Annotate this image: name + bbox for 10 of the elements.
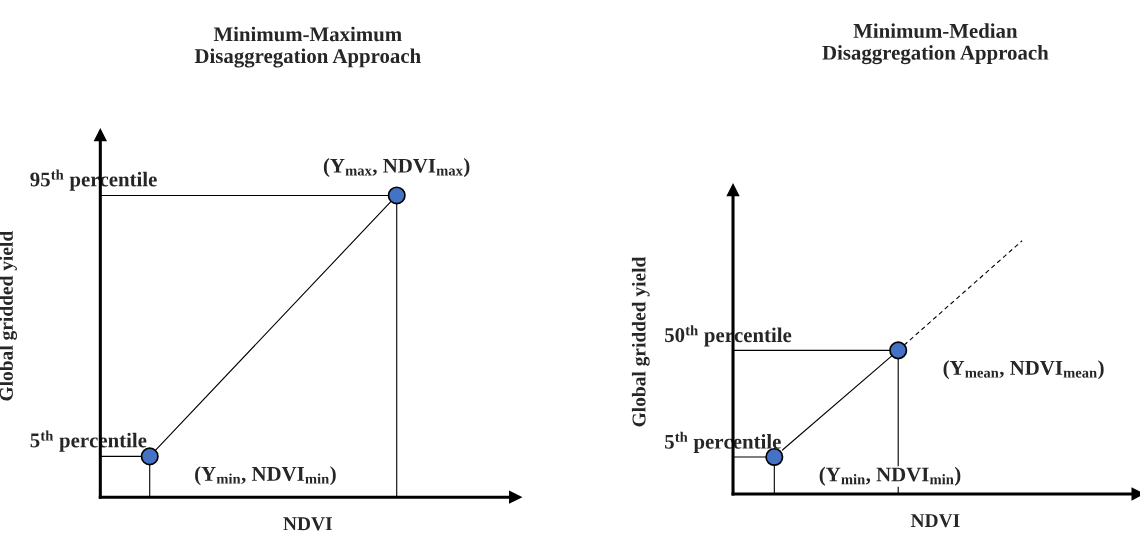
annotation: (Y$_{min}$, NDVI$_{min}$) [819, 466, 961, 486]
y-axis-title: Global gridded yield [0, 230, 17, 401]
annotation: (Y$_{mean}$, NDVI$_{mean}$) [943, 360, 1104, 380]
x-axis-title: NDVI [910, 514, 960, 528]
annotation: (Y$_{min}$, NDVI$_{min}$) [195, 466, 336, 486]
chart-title: Minimum-Maximum Disaggregation Approach [194, 26, 421, 68]
chart-title: Minimum-Median Disaggregation Approach [822, 23, 1049, 65]
x-axis-title: NDVI [283, 517, 332, 531]
text: (Y$_{max}$, NDVI$_{max}$) [323, 158, 470, 177]
y-axis-title: Global gridded yield [631, 256, 650, 427]
